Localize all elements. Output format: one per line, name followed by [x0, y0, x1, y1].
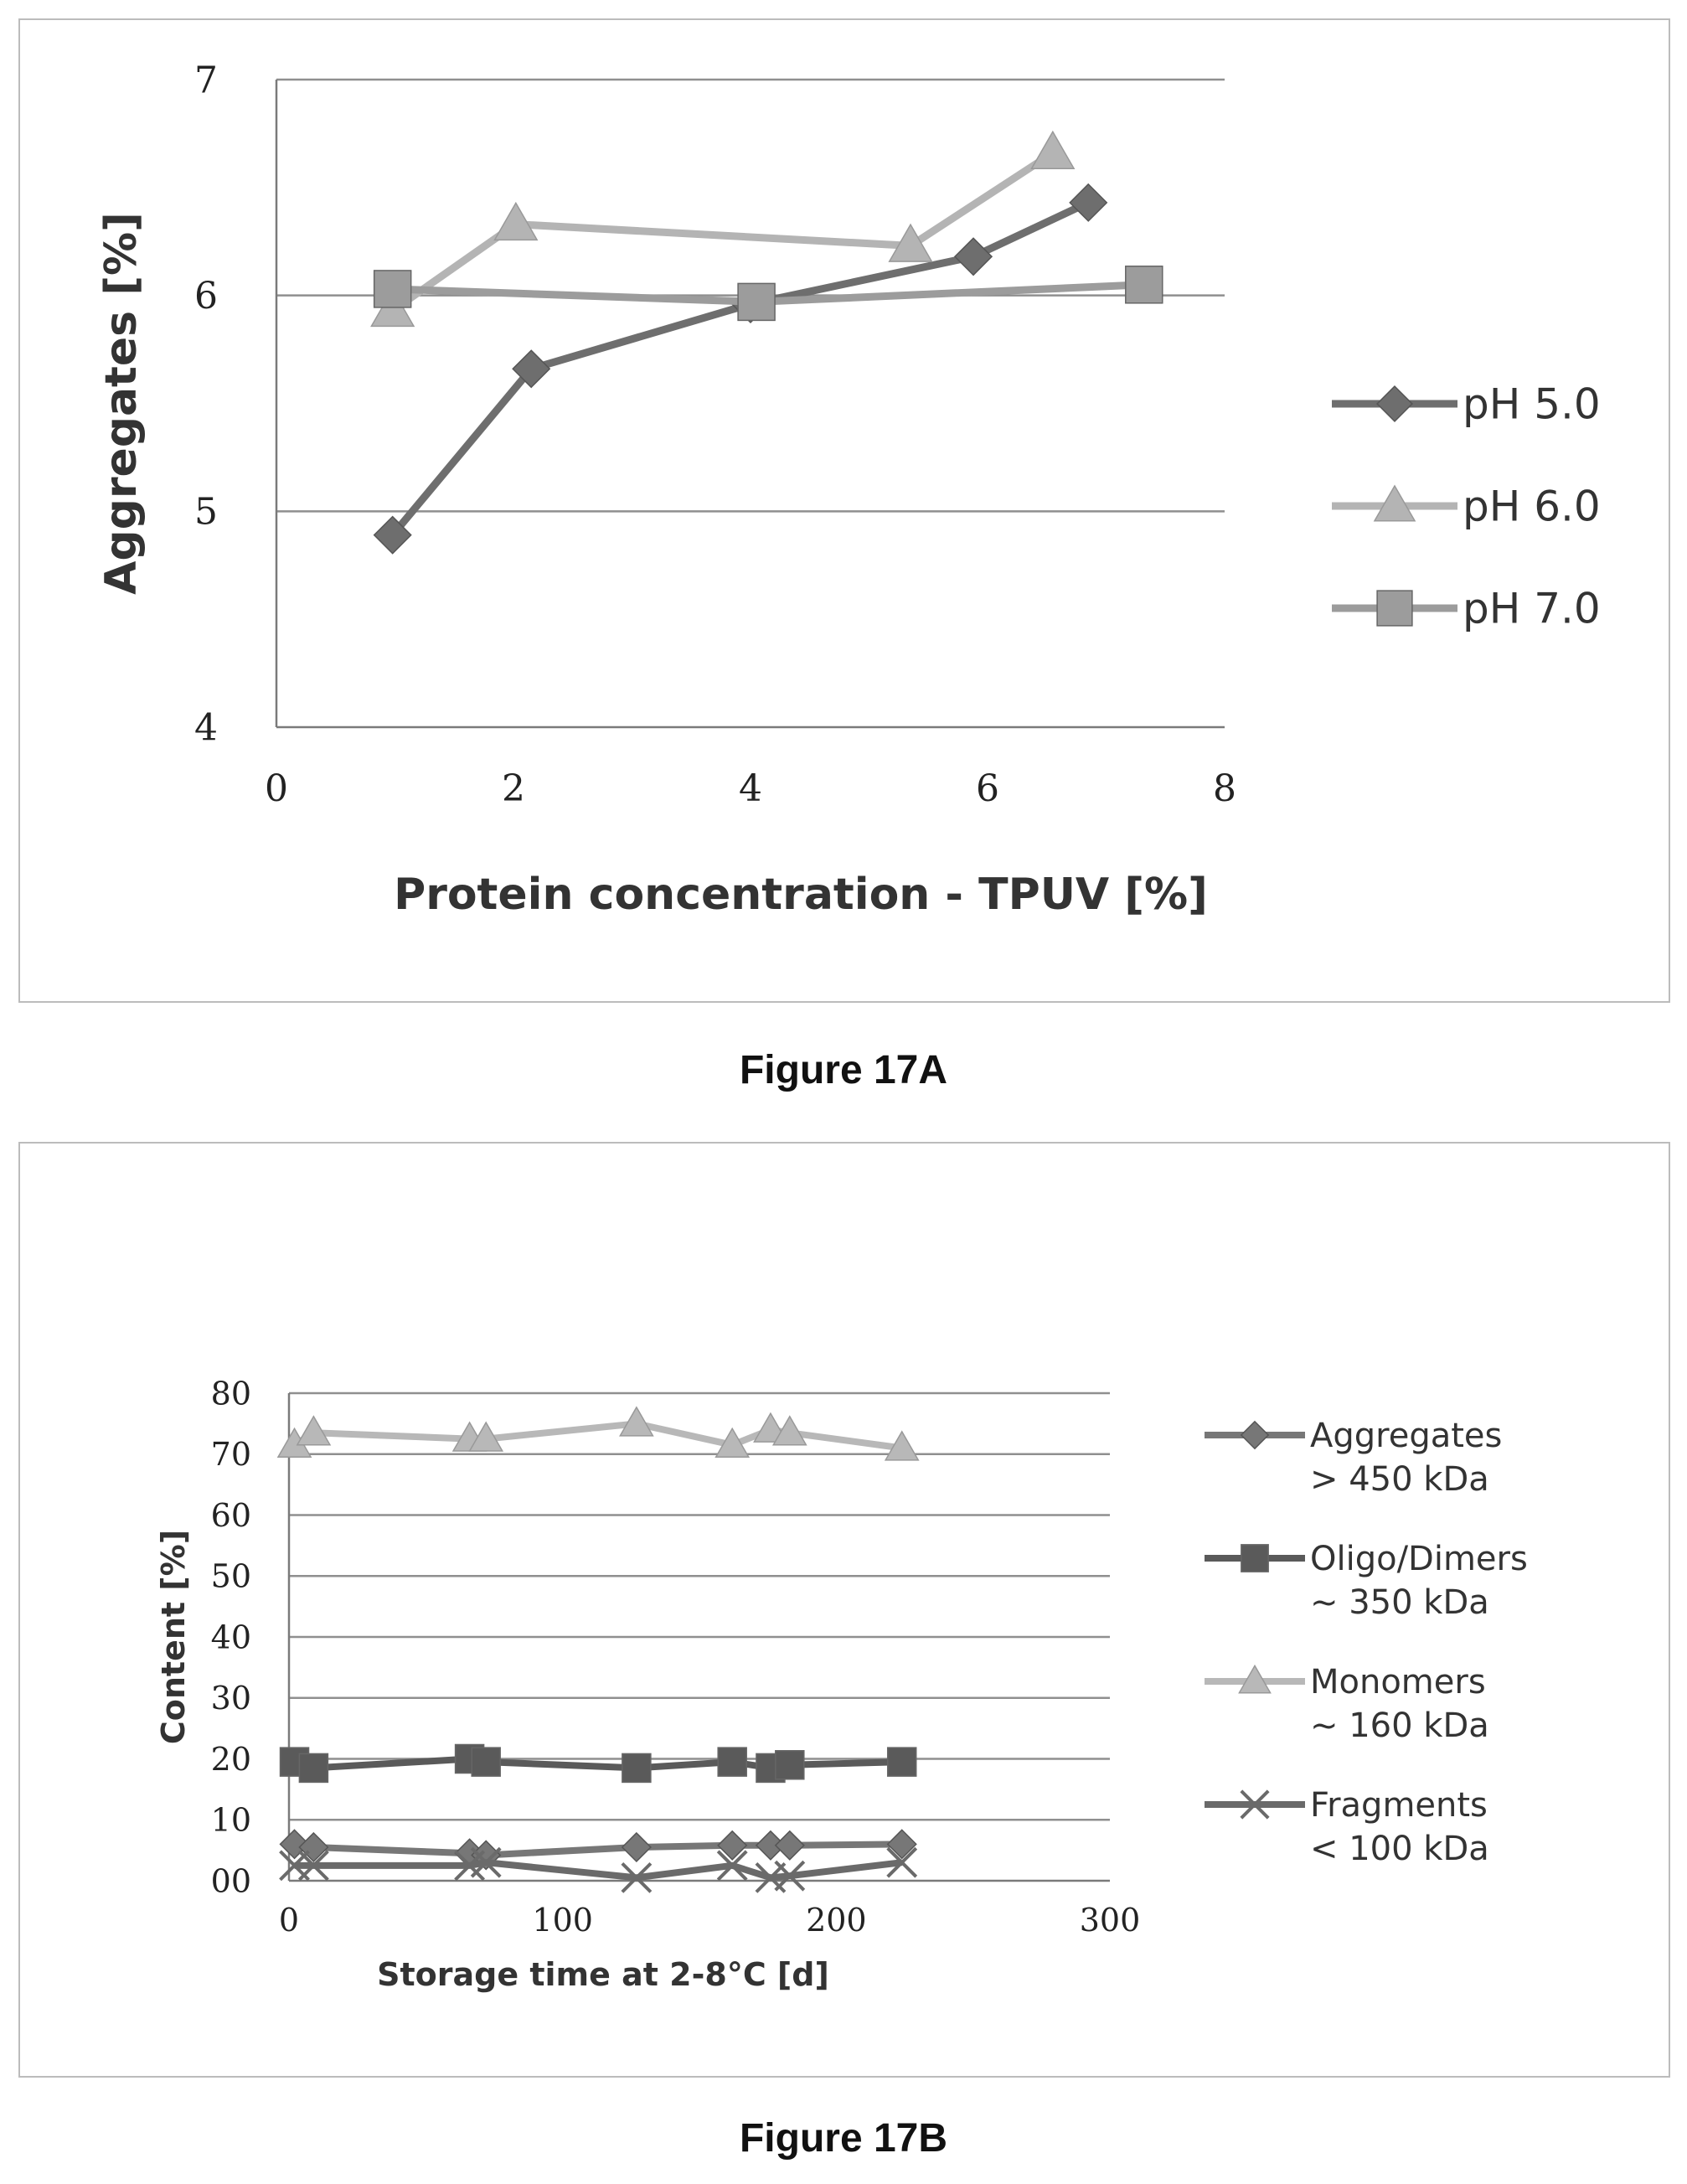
data-point [886, 1829, 917, 1860]
data-point [888, 223, 933, 262]
data-point [297, 1850, 329, 1882]
x-axis-title: Storage time at 2-8°C [d] [377, 1956, 829, 1993]
figure-caption-17a: Figure 17A [739, 1048, 948, 1092]
data-point [775, 1750, 805, 1780]
legend-label: Monomers [1310, 1663, 1486, 1701]
x-tick-label: 300 [1080, 1902, 1141, 1939]
y-axis-title: Aggregates [%] [96, 212, 147, 595]
data-point [774, 1830, 805, 1861]
y-tick-label: 6 [194, 275, 218, 318]
legend-marker [1240, 1789, 1270, 1820]
data-point [621, 1831, 652, 1863]
data-point [737, 282, 776, 322]
data-point [1125, 266, 1163, 304]
data-point [774, 1860, 806, 1892]
data-point [493, 201, 539, 241]
legend-label: pH 5.0 [1463, 380, 1601, 429]
legend-label-line2: < 100 kDa [1310, 1830, 1489, 1868]
data-point [717, 1747, 747, 1777]
data-point [886, 1846, 918, 1878]
data-point [1030, 130, 1076, 170]
data-point [471, 1747, 501, 1777]
data-point [298, 1753, 329, 1784]
y-tick-label: 7 [194, 59, 218, 101]
x-axis-title: Protein concentration - TPUV [%] [394, 870, 1208, 920]
y-tick-label: 70 [211, 1436, 251, 1473]
legend-label: Fragments [1310, 1786, 1488, 1825]
y-tick-label: 80 [211, 1375, 251, 1412]
x-tick-label: 200 [806, 1902, 867, 1939]
y-tick-label: 40 [211, 1619, 251, 1655]
data-point [953, 237, 993, 276]
legend-label-line2: ~ 350 kDa [1310, 1583, 1489, 1622]
legend-marker [1376, 590, 1413, 627]
series-line [293, 1841, 902, 1859]
legend-label: Oligo/Dimers [1310, 1540, 1528, 1578]
aggregates-vs-concentration-chart: 4 5 6 7 0 2 4 6 8 Protein concentration - TPUV [%… [96, 59, 1601, 920]
legend-label-line2: > 450 kDa [1310, 1460, 1489, 1499]
x-tick-label: 4 [739, 767, 762, 810]
y-tick-label: 20 [211, 1741, 251, 1778]
data-point [716, 1850, 748, 1882]
x-tick-label: 6 [976, 767, 999, 810]
y-tick-label: 50 [211, 1558, 251, 1595]
data-point [1069, 183, 1108, 222]
chart-b-frame [18, 1142, 1670, 2078]
y-tick-label: 60 [211, 1497, 251, 1534]
legend-marker [1240, 1420, 1270, 1450]
data-point [373, 270, 412, 308]
series-line [390, 149, 1055, 314]
data-point [512, 349, 551, 389]
x-tick-label: 0 [279, 1902, 299, 1939]
y-tick-label: 10 [211, 1802, 251, 1839]
x-tick-label: 100 [532, 1902, 593, 1939]
data-point [373, 515, 412, 555]
legend-label: pH 7.0 [1463, 585, 1601, 633]
y-axis-title: Content [%] [155, 1530, 192, 1744]
legend-marker [1373, 484, 1416, 522]
legend-label: pH 6.0 [1463, 483, 1601, 531]
legend-label: Aggregates [1310, 1417, 1502, 1455]
y-tick-label: 5 [194, 491, 218, 534]
series-line [292, 1420, 903, 1452]
legend-label-line2: ~ 160 kDa [1310, 1706, 1489, 1745]
data-point [717, 1830, 748, 1861]
series-line [294, 1859, 903, 1882]
data-point [886, 1747, 917, 1777]
data-point [619, 1406, 654, 1437]
data-point [296, 1415, 332, 1446]
series-line [293, 1755, 902, 1772]
legend-marker [1241, 1544, 1269, 1572]
data-point [884, 1430, 920, 1461]
y-tick-label: 00 [211, 1862, 251, 1899]
data-point [771, 1415, 807, 1446]
y-tick-label: 30 [211, 1680, 251, 1717]
data-point [621, 1861, 653, 1893]
data-point [622, 1753, 652, 1784]
data-point [715, 1427, 751, 1459]
legend-marker [1238, 1664, 1272, 1694]
data-point [470, 1846, 502, 1878]
figure-caption-17b: Figure 17B [739, 2116, 948, 2161]
content-vs-storage-time-chart: 00 10 20 30 40 50 60 70 80 0 100 200 300 Storage time… [155, 1375, 1528, 1993]
x-tick-label: 8 [1213, 767, 1236, 810]
x-tick-label: 2 [502, 767, 525, 810]
y-tick-label: 4 [194, 706, 218, 749]
data-point [468, 1421, 504, 1452]
x-tick-label: 0 [265, 767, 288, 810]
legend-marker [1376, 385, 1413, 422]
